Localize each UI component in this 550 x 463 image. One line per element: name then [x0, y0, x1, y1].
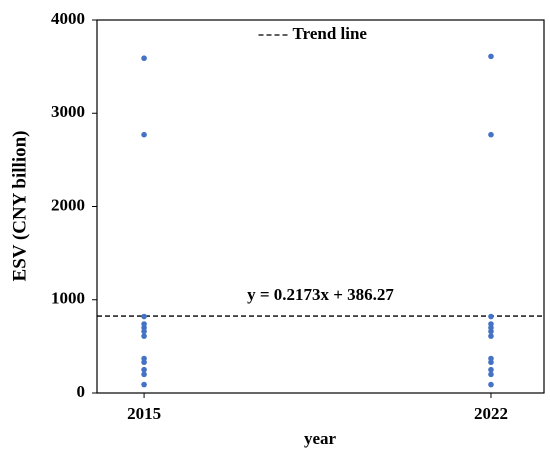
- point: [141, 366, 147, 373]
- y-axis-label: ESV (CNY billion): [9, 131, 30, 282]
- y-tick-label: 2000: [51, 195, 85, 214]
- y-tick-label: 4000: [51, 9, 85, 28]
- point: [141, 313, 147, 320]
- point: [488, 371, 494, 378]
- point: [141, 333, 147, 339]
- trend-equation: y = 0.2173x + 386.27: [247, 285, 394, 304]
- plot-frame: [96, 19, 545, 394]
- point: [141, 328, 147, 335]
- point: [488, 359, 494, 366]
- point: [488, 366, 494, 373]
- point: [141, 55, 147, 62]
- point: [488, 328, 494, 335]
- x-tick-label: 2022: [474, 404, 508, 423]
- y-tick-label: 3000: [51, 102, 85, 121]
- point: [488, 313, 494, 320]
- legend-label: Trend line: [293, 24, 368, 43]
- y-tick-label: 0: [77, 382, 86, 401]
- point: [488, 333, 494, 339]
- y-tick-label: 1000: [51, 289, 85, 308]
- point: [141, 381, 147, 388]
- x-tick-label: 2015: [127, 404, 161, 423]
- point: [488, 381, 494, 388]
- point: [488, 131, 494, 138]
- point: [141, 131, 147, 138]
- point: [141, 371, 147, 378]
- point: [141, 359, 147, 366]
- point: [488, 53, 494, 60]
- x-axis-label: year: [304, 429, 337, 448]
